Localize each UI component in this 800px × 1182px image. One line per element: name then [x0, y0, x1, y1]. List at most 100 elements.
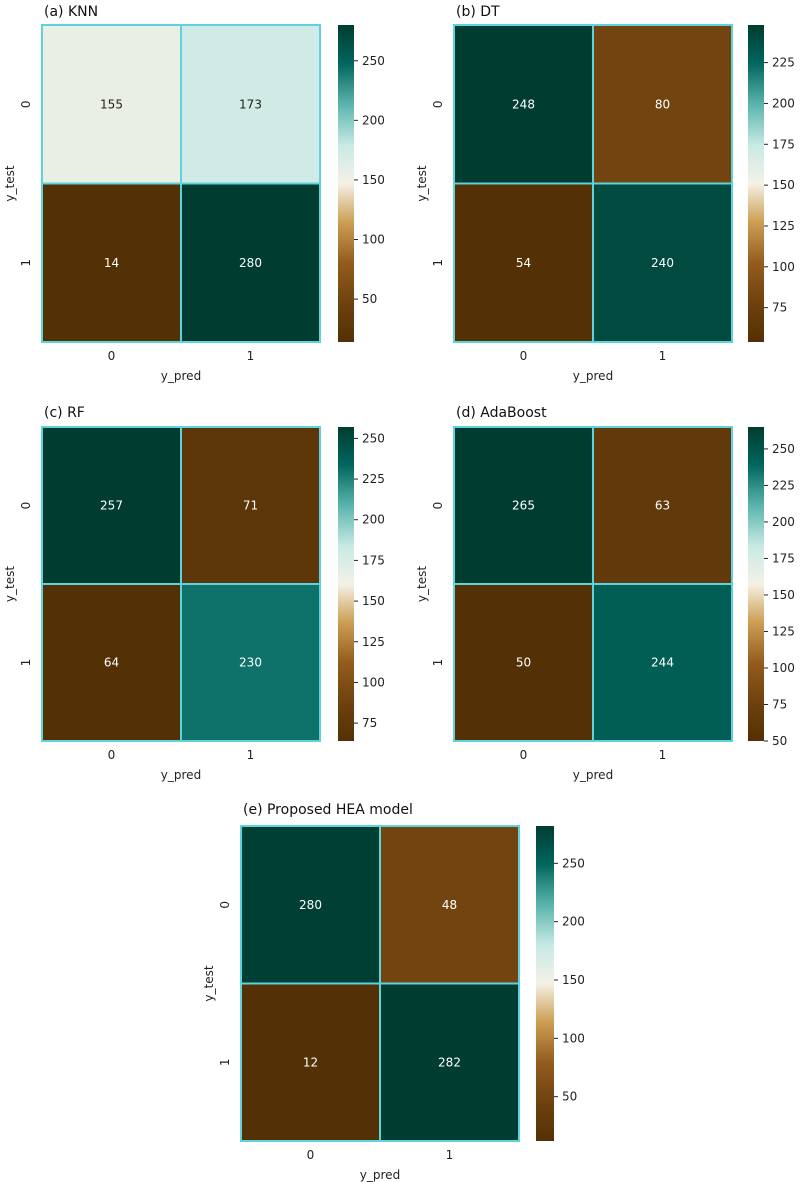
- x-tick-label: 0: [108, 349, 116, 363]
- colorbar-tick-label: 200: [562, 915, 585, 929]
- colorbar-tick-label: 50: [362, 292, 377, 306]
- x-axis-label: y_pred: [161, 768, 201, 782]
- colorbar-tick-label: 200: [362, 513, 385, 527]
- cell-value-label: 48: [442, 898, 457, 912]
- colorbar-tick-label: 125: [772, 219, 795, 233]
- panel-title: (c) RF: [44, 405, 85, 421]
- y-tick-label: 0: [19, 100, 33, 108]
- x-tick-label: 0: [520, 349, 528, 363]
- heatmap-panel-2: (b) DT 248 80 54 240 0 1 0 1 y_pred y_test 75 100 125…: [415, 4, 795, 383]
- y-tick-label: 1: [431, 259, 445, 267]
- colorbar-tick-label: 250: [772, 442, 795, 456]
- x-tick-label: 0: [108, 748, 116, 762]
- cell-value-label: 282: [438, 1055, 461, 1069]
- heatmap-cell: [592, 24, 733, 185]
- heatmap-cell: [41, 24, 182, 185]
- x-axis-label: y_pred: [161, 369, 201, 383]
- panel-title: (a) KNN: [44, 4, 98, 20]
- heatmap-cell: [180, 182, 321, 343]
- colorbar: [338, 25, 354, 342]
- heatmap-cell: [379, 982, 520, 1142]
- y-axis-label: y_test: [3, 566, 17, 602]
- heatmap-cell: [240, 982, 381, 1142]
- colorbar-tick-label: 225: [362, 472, 385, 486]
- cell-value-label: 64: [104, 656, 119, 670]
- colorbar-tick-label: 125: [362, 635, 385, 649]
- colorbar-tick-label: 150: [362, 173, 385, 187]
- cell-value-label: 280: [299, 898, 322, 912]
- colorbar-tick-label: 225: [772, 478, 795, 492]
- colorbar-tick-label: 200: [772, 96, 795, 110]
- cell-value-label: 71: [243, 499, 258, 513]
- y-tick-label: 0: [431, 100, 445, 108]
- cell-value-label: 50: [516, 656, 531, 670]
- cell-value-label: 230: [239, 656, 262, 670]
- y-tick-label: 1: [19, 259, 33, 267]
- y-tick-label: 0: [218, 901, 232, 909]
- colorbar-tick-label: 100: [562, 1031, 585, 1045]
- cell-value-label: 14: [104, 256, 119, 270]
- colorbar-tick-label: 100: [772, 260, 795, 274]
- cell-value-label: 240: [651, 256, 674, 270]
- panel-title: (e) Proposed HEA model: [243, 802, 413, 818]
- colorbar-tick-label: 100: [362, 233, 385, 247]
- y-tick-label: 1: [431, 659, 445, 667]
- heatmap-cell: [592, 426, 733, 585]
- colorbar-tick-label: 175: [772, 551, 795, 565]
- colorbar-tick-label: 200: [772, 515, 795, 529]
- colorbar-tick-label: 175: [362, 553, 385, 567]
- heatmap-cell: [41, 182, 182, 343]
- panel-title: (d) AdaBoost: [456, 405, 547, 421]
- colorbar-tick-label: 50: [772, 734, 787, 748]
- heatmap-cell: [41, 426, 182, 585]
- cell-value-label: 173: [239, 97, 262, 111]
- y-axis-label: y_test: [3, 165, 17, 201]
- y-tick-label: 1: [218, 1058, 232, 1066]
- x-axis-label: y_pred: [573, 768, 613, 782]
- heatmap-panel-1: (a) KNN 155 173 14 280 0 1 0 1 y_pred y_test 50 100 1…: [3, 4, 385, 383]
- colorbar-tick-label: 100: [772, 661, 795, 675]
- y-axis-label: y_test: [415, 566, 429, 602]
- cell-value-label: 265: [512, 499, 535, 513]
- x-tick-label: 1: [659, 349, 667, 363]
- x-axis-label: y_pred: [573, 369, 613, 383]
- x-tick-label: 1: [247, 349, 255, 363]
- colorbar-tick-label: 200: [362, 113, 385, 127]
- colorbar-tick-label: 150: [772, 588, 795, 602]
- colorbar: [748, 427, 764, 741]
- heatmap-panel-5: (e) Proposed HEA model 280 48 12 282 0 1 0 1 y_pr…: [202, 802, 585, 1182]
- colorbar-tick-label: 250: [362, 431, 385, 445]
- colorbar-tick-label: 225: [772, 56, 795, 70]
- colorbar-tick-label: 150: [562, 973, 585, 987]
- y-tick-label: 0: [431, 502, 445, 510]
- cell-value-label: 155: [100, 97, 123, 111]
- heatmap-cell: [180, 426, 321, 585]
- x-tick-label: 0: [520, 748, 528, 762]
- cell-value-label: 280: [239, 256, 262, 270]
- heatmap-cell: [592, 583, 733, 742]
- x-tick-label: 1: [247, 748, 255, 762]
- colorbar-tick-label: 150: [362, 594, 385, 608]
- colorbar-tick-label: 125: [772, 624, 795, 638]
- heatmap-cell: [453, 182, 594, 343]
- colorbar-tick-label: 75: [362, 716, 377, 730]
- cell-value-label: 248: [512, 97, 535, 111]
- y-tick-label: 0: [19, 502, 33, 510]
- heatmap-cell: [453, 24, 594, 185]
- heatmap-cell: [453, 426, 594, 585]
- cell-value-label: 63: [655, 499, 670, 513]
- heatmap-panel-3: (c) RF 257 71 64 230 0 1 0 1 y_pred y_test 75 100 125…: [3, 405, 385, 782]
- heatmap-panel-4: (d) AdaBoost 265 63 50 244 0 1 0 1 y_pred y_test 50…: [415, 405, 795, 782]
- y-axis-label: y_test: [202, 965, 216, 1001]
- cell-value-label: 257: [100, 499, 123, 513]
- heatmap-cell: [592, 182, 733, 343]
- colorbar: [748, 25, 764, 342]
- colorbar-tick-label: 250: [362, 54, 385, 68]
- colorbar-tick-label: 150: [772, 178, 795, 192]
- heatmap-cell: [180, 24, 321, 185]
- colorbar: [338, 427, 354, 741]
- colorbar-tick-label: 250: [562, 856, 585, 870]
- colorbar-tick-label: 50: [562, 1090, 577, 1104]
- colorbar-tick-label: 175: [772, 137, 795, 151]
